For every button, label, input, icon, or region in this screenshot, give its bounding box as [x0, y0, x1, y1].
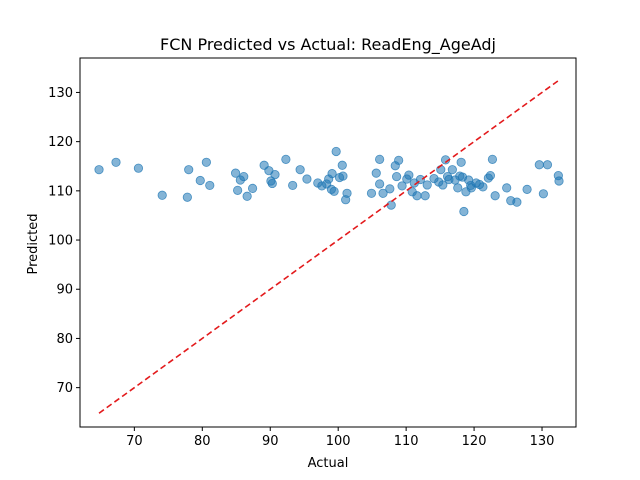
scatter-point [485, 170, 495, 181]
scatter-point [371, 168, 381, 178]
scatter-point [512, 197, 522, 207]
x-tick-label: 70 [126, 434, 143, 449]
scatter-point [302, 174, 312, 184]
scatter-point [502, 183, 512, 193]
scatter-point [338, 171, 348, 181]
scatter-point [478, 182, 488, 192]
scatter-point [490, 191, 500, 201]
scatter-point [342, 188, 352, 198]
scatter-point [94, 165, 104, 175]
scatter-point [456, 157, 466, 167]
scatter-point [233, 185, 243, 195]
scatter-point [337, 160, 347, 170]
scatter-point [538, 189, 548, 199]
scatter-point [459, 206, 469, 217]
y-tick-label: 120 [48, 135, 73, 150]
x-axis: 70 80 90 100 110 120 130 [126, 427, 554, 449]
scatter-point [295, 165, 305, 175]
scatter-point [397, 181, 407, 191]
scatter-point [281, 154, 291, 164]
scatter-point [394, 155, 404, 165]
scatter-point [329, 186, 339, 196]
scatter-point [270, 170, 280, 180]
x-tick-label: 80 [194, 434, 211, 449]
scatter-point [534, 160, 544, 170]
y-axis-label: Predicted [26, 213, 41, 274]
scatter-point [327, 169, 337, 179]
scatter-point [205, 180, 215, 191]
scatter-point [522, 184, 532, 194]
y-tick-label: 70 [56, 381, 73, 396]
scatter-point [111, 157, 121, 167]
scatter-point [375, 179, 385, 189]
scatter-point [554, 176, 564, 186]
scatter-point [386, 200, 396, 210]
y-tick-label: 130 [48, 86, 73, 101]
reference-line [98, 79, 560, 414]
y-axis: 70 80 90 100 110 120 130 [48, 86, 80, 396]
scatter-point [412, 191, 422, 201]
y-tick-label: 110 [48, 184, 73, 199]
scatter-point [447, 165, 457, 175]
scatter-point [366, 188, 377, 198]
scatter-point [453, 183, 463, 193]
scatter-point [438, 180, 448, 190]
y-tick-label: 90 [56, 283, 73, 298]
y-tick-label: 80 [56, 332, 73, 347]
scatter-point [436, 165, 446, 175]
scatter-point [242, 191, 252, 201]
scatter-point [404, 170, 414, 180]
scatter-point [201, 157, 211, 167]
reference-line-layer [98, 79, 560, 414]
x-tick-label: 100 [326, 434, 351, 449]
plot-frame [79, 57, 577, 428]
scatter-point [392, 171, 402, 182]
scatter-point [247, 183, 258, 193]
scatter-point [385, 184, 395, 194]
scatter-point [184, 165, 194, 175]
scatter-point [133, 163, 144, 173]
scatter-point [420, 191, 430, 201]
scatter-point [542, 160, 553, 170]
scatter-point [195, 175, 205, 186]
x-tick-label: 110 [394, 434, 419, 449]
scatter-point [230, 168, 241, 178]
chart-title: FCN Predicted vs Actual: ReadEng_AgeAdj [160, 35, 496, 55]
scatter-point [422, 180, 432, 190]
scatter-point [288, 180, 298, 191]
scatter-point [239, 171, 249, 182]
scatter-point [331, 146, 341, 157]
y-tick-label: 100 [48, 234, 73, 249]
scatter-point [378, 188, 388, 198]
scatter-point [157, 190, 167, 200]
x-tick-label: 130 [530, 434, 555, 449]
x-tick-label: 120 [462, 434, 487, 449]
points-layer [94, 146, 564, 217]
scatter-point [375, 154, 385, 164]
scatter-point [487, 154, 498, 164]
scatter-point [267, 178, 277, 189]
x-tick-label: 90 [262, 434, 279, 449]
scatter-point [182, 192, 192, 202]
x-axis-label: Actual [308, 456, 349, 471]
